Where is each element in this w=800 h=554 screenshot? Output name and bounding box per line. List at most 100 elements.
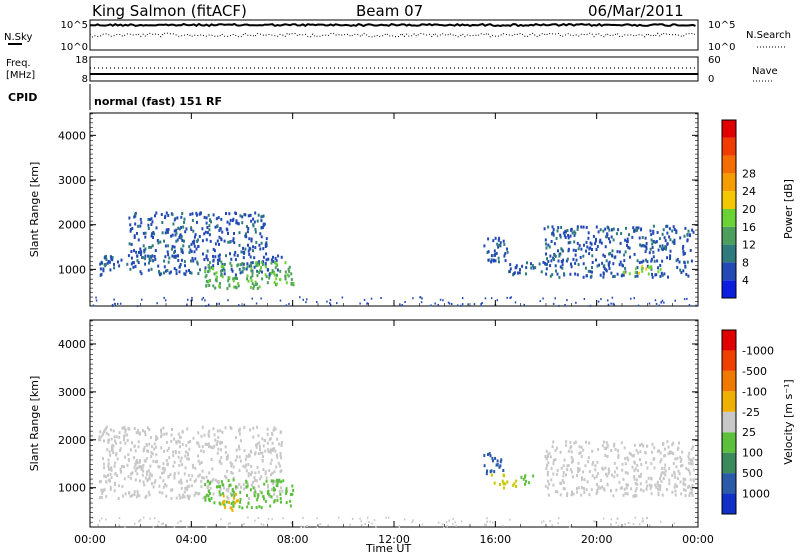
power-cell [617, 228, 620, 232]
velocity-cell [200, 434, 203, 438]
velocity-cell [133, 456, 136, 460]
velocity-cell [364, 523, 367, 525]
power-cell [147, 227, 150, 230]
velocity-cell [107, 433, 110, 437]
power-cell [130, 250, 133, 253]
power-cell [599, 238, 602, 242]
power-cell [117, 302, 119, 305]
velocity-cell [264, 499, 267, 503]
velocity-cell [626, 471, 629, 475]
velocity-cell [142, 429, 144, 433]
velocity-cell [640, 442, 643, 446]
power-cell [279, 299, 282, 302]
power-cell [150, 223, 153, 226]
power-cell [659, 264, 662, 267]
power-cell [585, 249, 587, 253]
power-cell [227, 240, 230, 244]
power-cell [566, 299, 568, 302]
power-cell [504, 252, 507, 256]
velocity-cell [633, 469, 636, 473]
power-cell [218, 284, 221, 288]
velocity-cell [193, 493, 196, 497]
power-cell [167, 214, 170, 217]
velocity-cell [244, 465, 247, 469]
velocity-cell [280, 469, 283, 473]
power-cell [261, 226, 264, 229]
velocity-cell [137, 445, 140, 449]
velocity-cell [234, 458, 237, 462]
velocity-cell [603, 440, 605, 444]
velocity-cell [119, 449, 122, 452]
power-cell [140, 221, 143, 225]
power-cell [254, 211, 257, 215]
power-cell [610, 235, 613, 239]
velocity-cell [486, 517, 488, 520]
power-cell [316, 301, 318, 303]
power-cell [260, 219, 263, 223]
power-cell [666, 224, 669, 228]
velocity-cell [545, 467, 548, 471]
velocity-cell [205, 443, 208, 446]
power-cell [258, 271, 261, 274]
power-cell [545, 252, 547, 256]
velocity-cell [238, 482, 241, 486]
velocity-cell [156, 436, 159, 440]
cpid-value: normal (fast) 151 RF [94, 95, 222, 108]
velocity-cell [684, 477, 687, 481]
power-cell [496, 299, 498, 302]
velocity-cell [617, 455, 620, 459]
velocity-cell [661, 466, 663, 470]
power-cell [686, 238, 689, 242]
power-cell [172, 222, 175, 226]
power-cell [126, 262, 129, 266]
velocity-cell [113, 464, 116, 468]
velocity-cell [558, 517, 560, 519]
power-cell [257, 260, 260, 264]
power-cell [220, 217, 223, 221]
velocity-cell [692, 456, 695, 460]
velocity-cell [242, 464, 245, 468]
velocity-cell [489, 454, 492, 458]
velocity-cell [680, 492, 683, 496]
power-cell [207, 279, 210, 283]
power-cell [654, 241, 657, 244]
power-cell [267, 257, 270, 261]
velocity-cell [624, 523, 626, 526]
power-cell [232, 239, 235, 243]
velocity-cell [269, 451, 272, 455]
velocity-cell [102, 462, 105, 466]
velocity-cell [650, 477, 653, 481]
velocity-cell [688, 484, 690, 488]
power-cell [205, 304, 207, 307]
velocity-cell [677, 469, 680, 473]
velocity-cell [179, 478, 182, 482]
velocity-cell [128, 458, 131, 462]
velocity-cell [113, 483, 116, 487]
velocity-cell [232, 478, 235, 482]
power-cell [576, 225, 579, 229]
power-cell [173, 251, 176, 255]
velocity-cell [148, 428, 151, 432]
power-cell [608, 237, 610, 241]
velocity-cell [624, 462, 627, 466]
power-cell [273, 271, 276, 275]
power-cell [596, 245, 599, 248]
velocity-cell [258, 505, 261, 508]
velocity-cell [270, 458, 273, 462]
velocity-cell [607, 471, 610, 475]
velocity-cell [665, 488, 668, 491]
velocity-cell [245, 469, 248, 473]
velocity-cell [577, 461, 580, 465]
power-cell [619, 260, 622, 264]
velocity-cell [174, 451, 177, 455]
velocity-cell [654, 483, 657, 487]
velocity-cell [621, 462, 624, 466]
velocity-cell [373, 519, 376, 522]
power-cell [604, 245, 607, 249]
velocity-cell [682, 477, 685, 481]
power-cell [234, 276, 237, 280]
power-cell [229, 261, 232, 265]
power-cell [163, 265, 166, 269]
power-cell [244, 247, 247, 251]
velocity-cell [664, 453, 667, 457]
